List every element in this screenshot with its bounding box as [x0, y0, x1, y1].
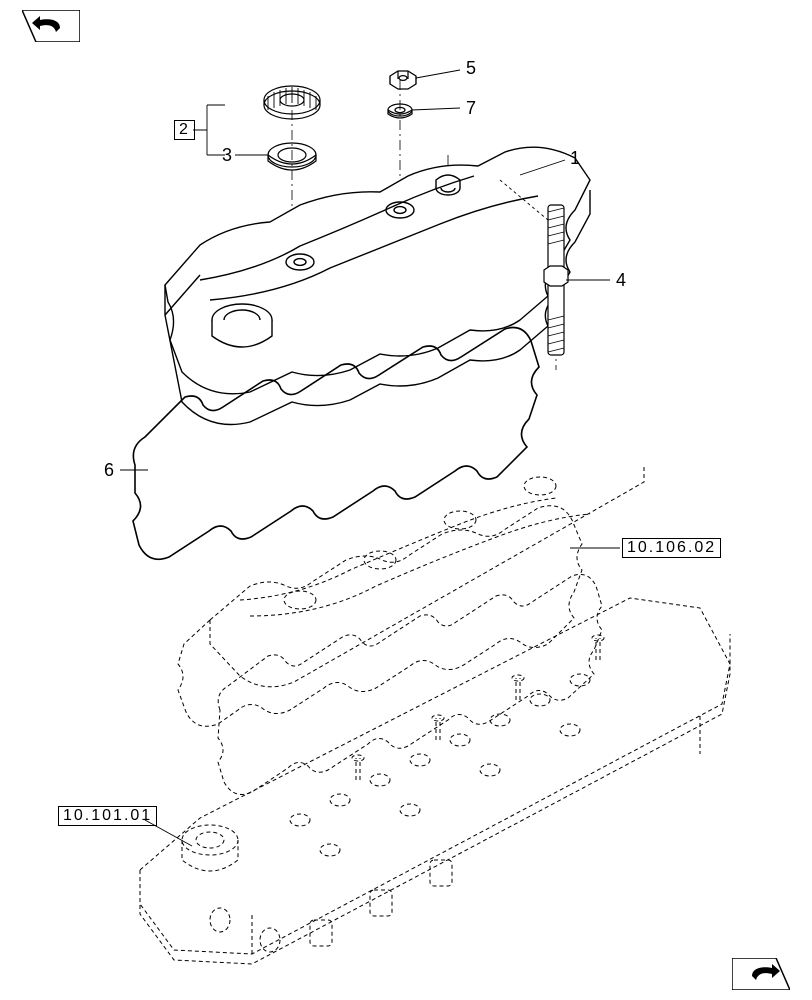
exploded-view [0, 0, 812, 1000]
part-valve-cover [165, 147, 590, 424]
callout-5: 5 [466, 58, 476, 79]
part-rocker-cover-ref [178, 464, 644, 726]
callout-7: 7 [466, 98, 476, 119]
callout-4: 4 [616, 270, 626, 291]
part-oil-cap [264, 86, 320, 119]
callout-6: 6 [104, 460, 114, 481]
callout-1: 1 [570, 148, 580, 169]
part-cylinder-head-ref [140, 598, 730, 964]
part-nut [390, 71, 416, 89]
part-stud [544, 205, 568, 355]
page-root: 5 7 1 4 3 2 6 10.106.02 10.101.01 [0, 0, 812, 1000]
ref-10-101-01: 10.101.01 [58, 806, 157, 826]
callout-2: 2 [174, 120, 195, 140]
callout-3: 3 [222, 145, 232, 166]
ref-10-106-02: 10.106.02 [622, 538, 721, 558]
